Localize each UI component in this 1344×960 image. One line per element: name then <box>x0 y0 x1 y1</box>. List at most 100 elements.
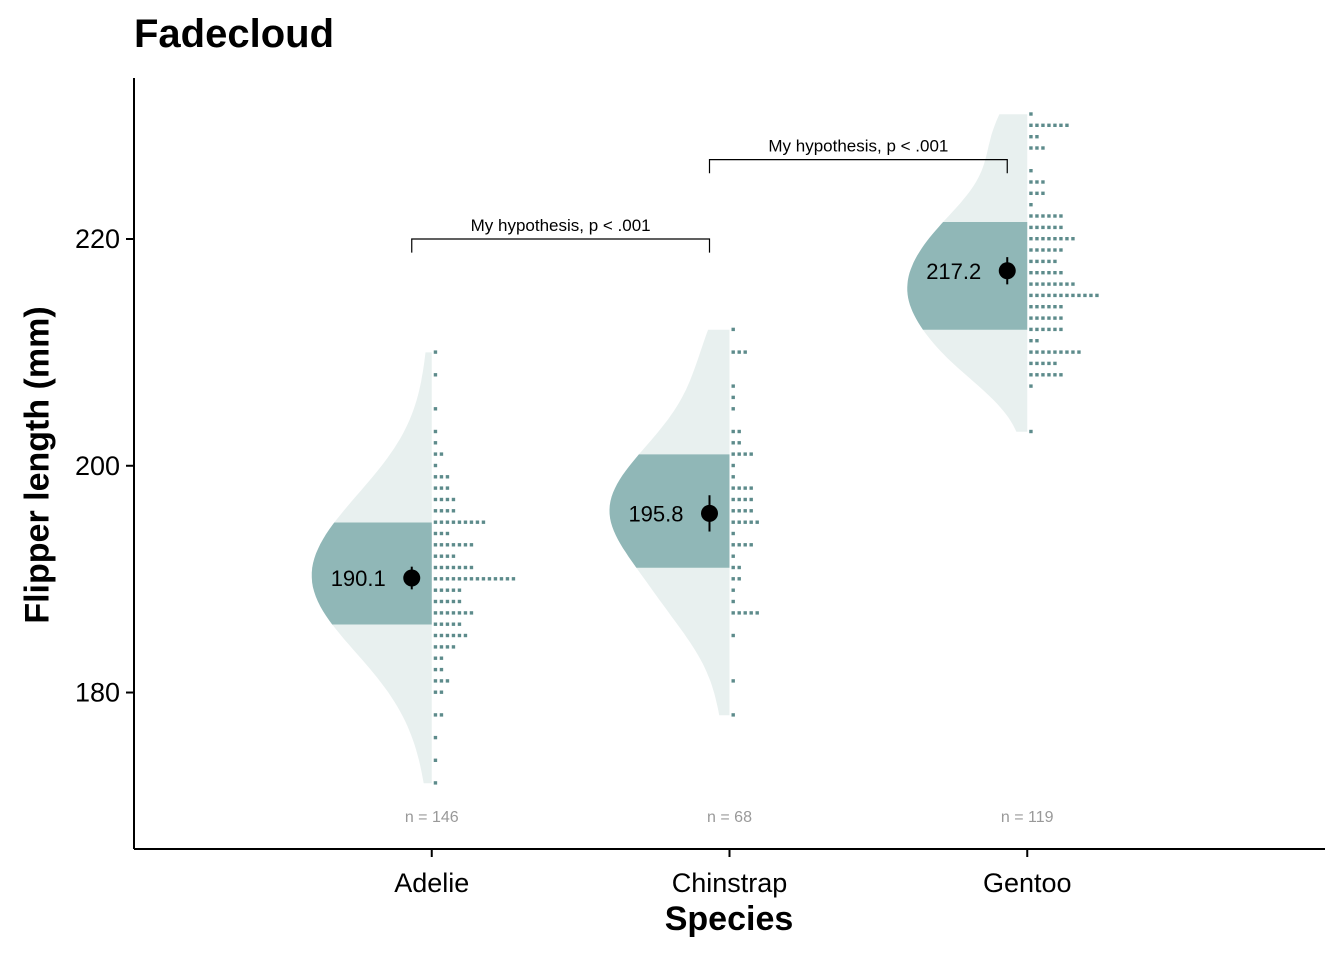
data-dot <box>1059 327 1063 332</box>
y-tick-label: 180 <box>75 678 120 708</box>
data-dot <box>433 520 438 524</box>
data-dot <box>1047 316 1051 320</box>
data-dot <box>1071 293 1075 298</box>
data-dot <box>1059 350 1063 354</box>
data-dot <box>457 599 462 604</box>
data-dot <box>1047 361 1051 366</box>
data-dot <box>451 645 456 649</box>
data-dot <box>1041 293 1045 298</box>
data-dot <box>505 577 510 581</box>
data-dot <box>749 520 753 524</box>
data-dot <box>1095 293 1099 298</box>
data-dot <box>737 452 741 456</box>
data-dot <box>1041 259 1045 264</box>
y-tick-label: 220 <box>75 224 120 254</box>
data-dot <box>433 429 438 434</box>
data-dot <box>731 463 735 468</box>
data-dot <box>445 611 450 615</box>
data-dot <box>1035 316 1039 320</box>
data-dot <box>1035 305 1039 309</box>
data-dot <box>1029 237 1033 241</box>
data-dot <box>1029 146 1033 150</box>
data-dot <box>433 373 438 377</box>
data-dot <box>433 781 438 785</box>
data-dot <box>749 611 753 615</box>
data-dot <box>1029 123 1033 127</box>
data-dot <box>731 497 735 502</box>
data-dot <box>433 622 438 626</box>
data-dot <box>731 599 735 604</box>
data-dot <box>1041 214 1045 218</box>
data-dot <box>1047 271 1051 275</box>
data-dot <box>737 497 741 502</box>
data-dot <box>737 486 741 490</box>
data-dot <box>457 543 462 547</box>
data-dot <box>1059 282 1063 286</box>
data-dot <box>433 735 438 740</box>
data-dot <box>445 509 450 513</box>
data-dot <box>1053 350 1057 354</box>
data-dot <box>1041 248 1045 252</box>
mean-point-adelie <box>403 569 421 587</box>
data-dot <box>439 531 444 536</box>
data-dot <box>1029 384 1033 388</box>
data-dot <box>737 441 741 445</box>
significance-bracket <box>708 159 1008 174</box>
data-dot <box>1029 259 1033 264</box>
data-dot <box>451 554 456 558</box>
data-dot <box>1029 135 1033 139</box>
data-dot <box>1029 293 1033 298</box>
data-dot <box>469 565 474 570</box>
data-dot <box>1041 361 1045 366</box>
data-dot <box>433 713 438 717</box>
data-dot <box>731 384 735 388</box>
data-dot <box>1029 191 1033 195</box>
mean-point-chinstrap <box>701 504 718 522</box>
data-dot <box>743 509 747 513</box>
data-dot <box>1053 316 1057 320</box>
data-dot <box>433 441 438 445</box>
data-dot <box>469 611 474 615</box>
data-dot <box>433 577 438 581</box>
data-dot <box>731 350 735 354</box>
data-dot <box>731 327 735 332</box>
data-dot <box>451 509 456 513</box>
data-dot <box>1041 327 1045 332</box>
data-dot <box>1047 248 1051 252</box>
data-dot <box>1041 237 1045 241</box>
data-dot <box>451 633 456 638</box>
data-dot <box>731 713 735 717</box>
data-dot <box>1035 237 1039 241</box>
data-dot <box>1029 350 1033 354</box>
data-dot <box>439 656 444 660</box>
data-dot <box>1041 373 1045 377</box>
data-dot <box>445 565 450 570</box>
data-dot <box>445 486 450 490</box>
data-dot <box>481 520 486 524</box>
data-dot <box>737 350 741 354</box>
data-dot <box>1077 293 1081 298</box>
data-dot <box>1029 282 1033 286</box>
data-dot <box>1047 225 1051 230</box>
data-dot <box>1029 429 1033 434</box>
data-dot <box>439 509 444 513</box>
data-dot <box>1053 361 1057 366</box>
data-dot <box>743 350 747 354</box>
data-dot <box>433 509 438 513</box>
data-dot <box>1059 225 1063 230</box>
data-dot <box>433 690 438 694</box>
data-dot <box>1071 350 1075 354</box>
data-dot <box>1035 361 1039 366</box>
data-dot <box>439 611 444 615</box>
data-dot <box>451 520 456 524</box>
data-dot <box>1065 350 1069 354</box>
data-dot <box>439 679 444 683</box>
data-dot <box>1059 293 1063 298</box>
data-dot <box>1041 180 1045 184</box>
data-dot <box>433 758 438 762</box>
data-dot <box>749 543 753 547</box>
data-dot <box>439 588 444 592</box>
data-dot <box>1029 203 1033 207</box>
chart-title: Fadecloud <box>134 12 335 56</box>
sample-size-label-gentoo: n = 119 <box>1001 809 1054 826</box>
